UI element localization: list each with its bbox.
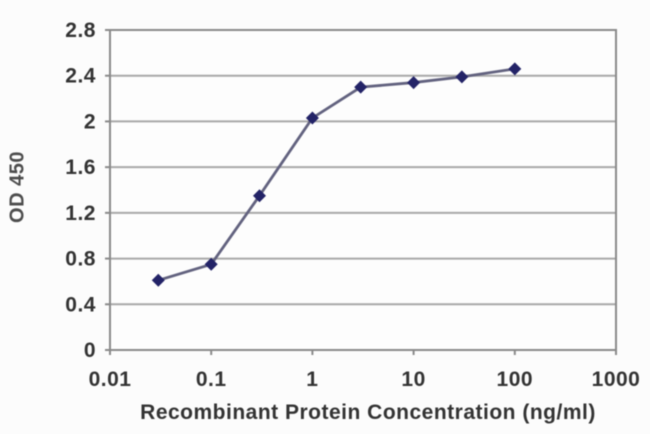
data-point-marker — [204, 257, 218, 271]
plot-frame — [109, 29, 617, 351]
series-line — [157, 67, 516, 282]
x-tick-label: 10 — [401, 368, 425, 391]
y-tick-label: 0.8 — [65, 248, 96, 271]
x-tick-label: 0.1 — [196, 368, 227, 391]
y-tick-label: 1.6 — [65, 156, 96, 179]
y-tick-label: 2 — [84, 110, 96, 133]
data-point-marker — [455, 70, 469, 84]
y-tick-label: 0 — [84, 339, 96, 362]
data-point-marker — [252, 189, 266, 203]
data-point-marker — [305, 111, 319, 125]
y-axis-title: OD 450 — [6, 151, 29, 223]
y-tick-label: 2.8 — [65, 19, 96, 42]
y-tick-label: 2.4 — [65, 65, 96, 88]
data-point-marker — [151, 273, 165, 287]
y-tick-label: 1.2 — [65, 202, 96, 225]
x-tick-label: 1 — [306, 368, 318, 391]
data-point-marker — [508, 62, 522, 76]
x-tick-label: 1000 — [592, 368, 641, 391]
x-tick-label: 0.01 — [89, 368, 132, 391]
y-tick-label: 0.4 — [65, 293, 96, 316]
x-tick-label: 100 — [497, 368, 534, 391]
data-point-marker — [354, 80, 368, 94]
plot-background — [110, 30, 616, 350]
data-point-marker — [407, 76, 421, 90]
x-axis-title: Recombinant Protein Concentration (ng/ml… — [140, 401, 596, 424]
